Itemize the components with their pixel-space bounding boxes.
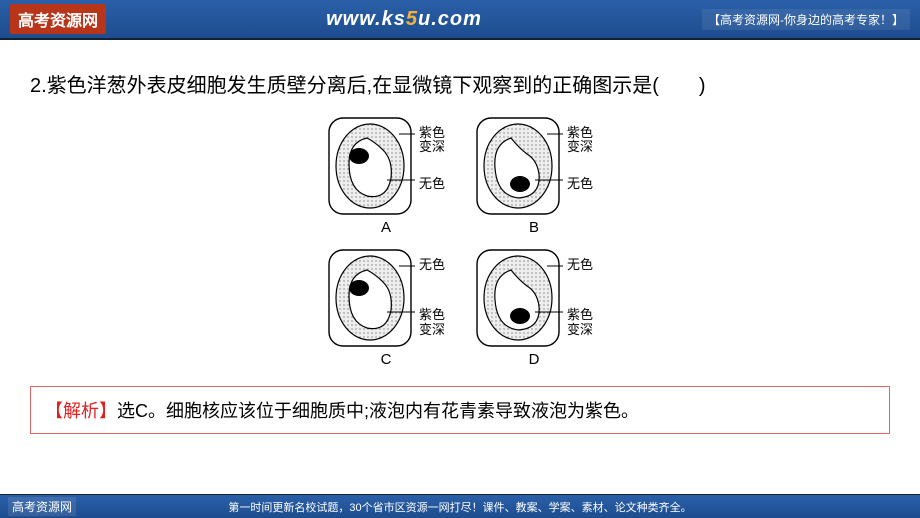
answer-label: 【解析】 — [45, 401, 117, 421]
cell-labels: 紫色变深 无色 — [419, 116, 445, 191]
site-url: www.ks5u.com — [106, 8, 702, 31]
answer-box: 【解析】选C。细胞核应该位于细胞质中;液泡内有花青素导致液泡为紫色。 — [30, 386, 890, 434]
diagram-cell-C: 无色 紫色变深 C — [327, 248, 445, 368]
diagram-cell-A: 紫色变深 无色 A — [327, 116, 445, 236]
diagram-cell-B: 紫色变深 无色 B — [475, 116, 593, 236]
diagram-cell-D: 无色 紫色变深 D — [475, 248, 593, 368]
footer-logo: 高考资源网 — [8, 497, 76, 516]
cell-labels: 无色 紫色变深 — [567, 248, 593, 337]
cell-letter: A — [381, 219, 391, 236]
cell-letter: B — [529, 219, 539, 236]
site-tagline: 【高考资源网-你身边的高考专家！】 — [702, 9, 910, 30]
cell-letter: D — [529, 351, 540, 368]
cell-labels: 紫色变深 无色 — [567, 116, 593, 191]
site-logo: 高考资源网 — [10, 4, 106, 34]
header-bar: 高考资源网 www.ks5u.com 【高考资源网-你身边的高考专家！】 — [0, 0, 920, 40]
question-text: 2.紫色洋葱外表皮细胞发生质壁分离后,在显微镜下观察到的正确图示是( ) — [30, 70, 890, 102]
diagram-area: 紫色变深 无色 A 紫色变深 无色 B 无色 紫色变深 — [30, 116, 890, 368]
cell-letter: C — [381, 351, 392, 368]
footer-bar: 高考资源网 第一时间更新名校试题，30个省市区资源一网打尽！课件、教案、学案、素… — [0, 494, 920, 518]
cell-labels: 无色 紫色变深 — [419, 248, 445, 337]
footer-text: 第一时间更新名校试题，30个省市区资源一网打尽！课件、教案、学案、素材、论文种类… — [228, 499, 691, 515]
slide-content: 2.紫色洋葱外表皮细胞发生质壁分离后,在显微镜下观察到的正确图示是( ) 紫色变… — [0, 40, 920, 444]
